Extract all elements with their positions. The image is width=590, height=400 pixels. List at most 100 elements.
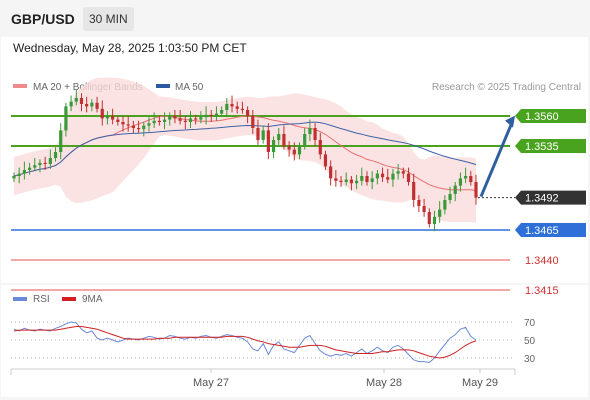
candle-body — [334, 178, 338, 181]
forecast-arrow-shaft — [479, 122, 514, 198]
candles — [12, 89, 478, 232]
candle-body — [214, 113, 219, 116]
candle-body — [69, 101, 73, 107]
rsi-tick-70: 70 — [524, 318, 536, 329]
candle-body — [406, 173, 411, 182]
candle-body — [391, 173, 395, 180]
candle-body — [79, 98, 84, 104]
pivot-tag — [515, 223, 586, 237]
candle-body — [38, 162, 42, 166]
candle-body — [152, 120, 156, 124]
resistance-2-tag — [515, 139, 586, 153]
candle-body — [183, 120, 187, 122]
time-tick-label: May 27 — [193, 377, 229, 389]
candle-body — [220, 110, 224, 114]
candle-body — [349, 179, 354, 184]
candle-body — [157, 120, 161, 122]
candle-body — [386, 177, 390, 180]
last-price-label: 1.3492 — [525, 193, 559, 205]
candle-body — [355, 180, 359, 184]
resistance-2-label: 1.3535 — [525, 141, 559, 153]
rsi-line — [13, 321, 477, 364]
candle-body — [116, 119, 120, 122]
candle-body — [230, 104, 234, 107]
candle-body — [17, 173, 21, 176]
research-credit: Research © 2025 Trading Central — [432, 82, 581, 93]
candle-body — [147, 123, 151, 126]
candle-body — [85, 104, 89, 107]
timeframe-button[interactable]: 30 MIN — [83, 7, 134, 31]
candle-body — [318, 140, 322, 155]
legend-label-ma50: MA 50 — [175, 82, 204, 93]
candle-body — [360, 176, 364, 181]
candle-body — [271, 140, 276, 152]
candle-body — [329, 166, 333, 179]
candle-body — [282, 134, 286, 146]
candle-body — [303, 134, 307, 146]
candle-body — [256, 128, 260, 140]
candle-body — [168, 116, 172, 120]
candle-body — [136, 128, 141, 130]
candle-body — [64, 106, 68, 131]
candle-body — [448, 194, 452, 200]
forecast-arrow-head — [505, 115, 515, 128]
candle-body — [199, 117, 203, 120]
candle-body — [235, 106, 239, 109]
candle-body — [277, 134, 281, 140]
chart-datetime: Wednesday, May 28, 2025 1:03:50 PM CET — [13, 41, 247, 55]
candle-body — [308, 128, 312, 134]
candle-body — [261, 130, 265, 140]
candle-body — [178, 118, 182, 121]
time-tick-label: May 28 — [366, 377, 402, 389]
pivot-label: 1.3465 — [525, 225, 559, 237]
candle-body — [422, 206, 426, 212]
candle-body — [33, 165, 37, 168]
support-1-label: 1.3440 — [525, 255, 559, 267]
bollinger-band — [14, 77, 476, 223]
candle-body — [74, 98, 78, 102]
symbol-title: GBP/USD — [11, 11, 75, 27]
candle-body — [12, 176, 16, 179]
candle-body — [396, 171, 400, 174]
candle-body — [95, 102, 99, 109]
candle-body — [266, 130, 270, 152]
candle-body — [142, 125, 146, 130]
candle-body — [438, 209, 442, 217]
top-bar: GBP/USD 30 MIN — [0, 0, 590, 37]
rsi-9ma-line — [13, 326, 477, 359]
candle-body — [131, 125, 135, 128]
candle-body — [194, 118, 198, 120]
legend-swatch-ma50 — [156, 84, 170, 88]
candle-body — [380, 173, 385, 178]
legend-swatch-ma20 — [13, 84, 27, 88]
candle-body — [427, 212, 431, 224]
support-2-label: 1.3415 — [525, 285, 559, 297]
candle-body — [188, 118, 193, 122]
candle-body — [292, 149, 296, 155]
candle-body — [204, 114, 208, 118]
candle-body — [240, 108, 245, 110]
candle-body — [225, 104, 229, 110]
candle-body — [458, 178, 463, 186]
time-tick-label: May 29 — [462, 377, 498, 389]
candle-body — [105, 116, 110, 119]
candle-body — [464, 176, 468, 179]
resistance-1-label: 1.3560 — [525, 111, 559, 123]
candle-body — [27, 167, 32, 170]
last-price-tag — [515, 190, 586, 205]
candle-body — [100, 108, 104, 119]
candle-body — [209, 114, 213, 116]
candle-body — [313, 128, 317, 140]
candle-body — [344, 179, 348, 182]
candle-body — [126, 124, 130, 126]
candle-body — [43, 162, 47, 164]
candle-body — [287, 146, 291, 150]
candle-body — [48, 158, 52, 164]
candle-body — [453, 185, 457, 194]
legend-label-9ma: 9MA — [82, 294, 103, 305]
candle-body — [339, 180, 343, 182]
resistance-1-tag — [515, 109, 586, 123]
ma50-line — [13, 121, 477, 177]
candle-body — [417, 200, 421, 206]
